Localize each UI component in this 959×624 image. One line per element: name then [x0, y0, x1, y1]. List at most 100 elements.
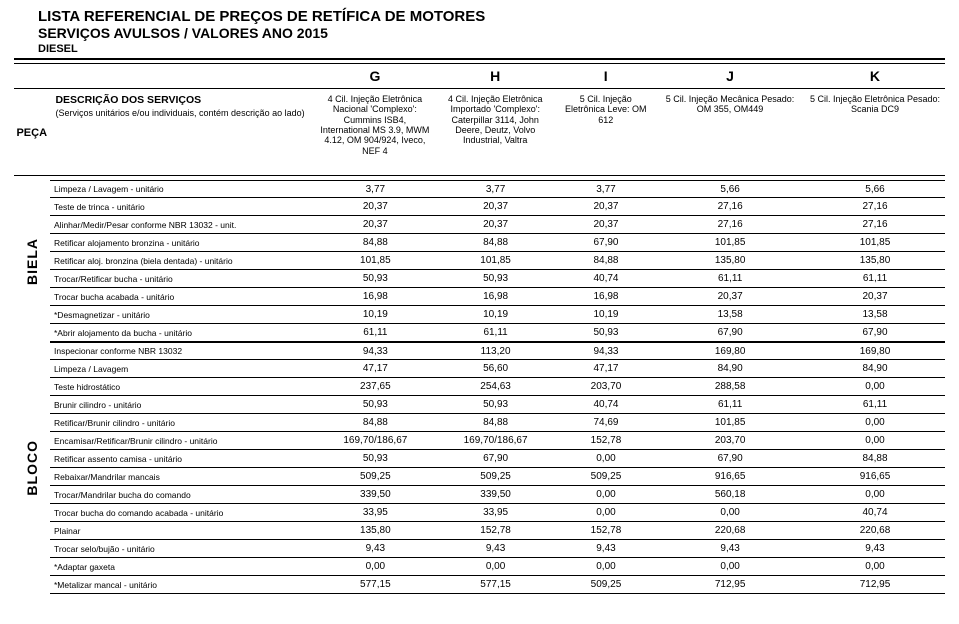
cell-desc: Retificar assento camisa - unitário	[50, 454, 316, 464]
cell-h: 577,15	[434, 579, 556, 590]
cell-j: 84,90	[655, 363, 805, 374]
cell-h: 113,20	[434, 346, 556, 357]
header-desc-block: DESCRIÇÃO DOS SERVIÇOS (Serviços unitári…	[49, 90, 315, 175]
cell-k: 169,80	[805, 346, 945, 357]
cell-desc: Trocar bucha acabada - unitário	[50, 292, 316, 302]
table-row: Trocar bucha do comando acabada - unitár…	[50, 504, 945, 522]
cell-h: 50,93	[434, 399, 556, 410]
cell-j: 288,58	[655, 381, 805, 392]
cell-g: 577,15	[316, 579, 434, 590]
cell-h: 67,90	[434, 453, 556, 464]
cell-g: 135,80	[316, 525, 434, 536]
page: LISTA REFERENCIAL DE PREÇOS DE RETÍFICA …	[0, 0, 959, 602]
cell-h: 50,93	[434, 273, 556, 284]
cell-j: 5,66	[655, 184, 805, 195]
cell-k: 0,00	[805, 435, 945, 446]
cell-h: 339,50	[434, 489, 556, 500]
table-row: *Metalizar mancal - unitário577,15577,15…	[50, 576, 945, 594]
header-desc-title: DESCRIÇÃO DOS SERVIÇOS	[55, 94, 309, 106]
table-row: Retificar/Brunir cilindro - unitário84,8…	[50, 414, 945, 432]
header-peca-label: PEÇA	[14, 90, 49, 175]
cell-j: 220,68	[655, 525, 805, 536]
cell-desc: Alinhar/Medir/Pesar conforme NBR 13032 -…	[50, 220, 316, 230]
cell-g: 61,11	[316, 327, 434, 338]
cell-i: 40,74	[557, 399, 656, 410]
cell-j: 67,90	[655, 453, 805, 464]
cell-j: 27,16	[655, 201, 805, 212]
group-label-text: BLOCO	[24, 440, 40, 496]
cell-g: 20,37	[316, 201, 434, 212]
cell-i: 74,69	[557, 417, 656, 428]
cell-g: 0,00	[316, 561, 434, 572]
group-label-bloco: BLOCO	[14, 342, 50, 594]
table-row: Teste de trinca - unitário20,3720,3720,3…	[50, 198, 945, 216]
cell-desc: Trocar selo/bujão - unitário	[50, 544, 316, 554]
cell-k: 84,90	[805, 363, 945, 374]
cell-i: 0,00	[557, 489, 656, 500]
bloco-grid: Inspecionar conforme NBR 1303294,33113,2…	[50, 342, 945, 594]
cell-desc: Encamisar/Retificar/Brunir cilindro - un…	[50, 436, 316, 446]
header-col-h: 4 Cil. Injeção Eletrônica Importado 'Com…	[434, 90, 556, 175]
cell-desc: Rebaixar/Mandrilar mancais	[50, 472, 316, 482]
table-row: Teste hidrostático237,65254,63203,70288,…	[50, 378, 945, 396]
header-col-j: 5 Cil. Injeção Mecânica Pesado: OM 355, …	[655, 90, 805, 175]
cell-k: 13,58	[805, 309, 945, 320]
cell-h: 254,63	[434, 381, 556, 392]
cell-desc: *Adaptar gaxeta	[50, 562, 316, 572]
cell-desc: Trocar bucha do comando acabada - unitár…	[50, 508, 316, 518]
cell-i: 0,00	[557, 561, 656, 572]
title-line-1: LISTA REFERENCIAL DE PREÇOS DE RETÍFICA …	[38, 8, 945, 25]
cell-g: 3,77	[316, 184, 434, 195]
cell-i: 47,17	[557, 363, 656, 374]
group-label-text: BIELA	[24, 238, 40, 285]
cell-g: 509,25	[316, 471, 434, 482]
cell-j: 0,00	[655, 507, 805, 518]
col-letter-i: I	[556, 64, 655, 88]
cell-j: 169,80	[655, 346, 805, 357]
biela-grid: Limpeza / Lavagem - unitário3,773,773,77…	[50, 180, 945, 342]
cell-j: 101,85	[655, 417, 805, 428]
cell-desc: *Metalizar mancal - unitário	[50, 580, 316, 590]
title-block: LISTA REFERENCIAL DE PREÇOS DE RETÍFICA …	[38, 8, 945, 55]
column-letter-row: G H I J K	[14, 63, 945, 89]
header-peca-spacer	[14, 64, 49, 88]
header-col-i: 5 Cil. Injeção Eletrônica Leve: OM 612	[556, 90, 655, 175]
cell-g: 101,85	[316, 255, 434, 266]
cell-desc: Trocar/Retificar bucha - unitário	[50, 274, 316, 284]
cell-i: 10,19	[557, 309, 656, 320]
cell-k: 0,00	[805, 561, 945, 572]
cell-h: 33,95	[434, 507, 556, 518]
header-col-k: 5 Cil. Injeção Eletrônica Pesado: Scania…	[805, 90, 945, 175]
cell-j: 9,43	[655, 543, 805, 554]
cell-j: 13,58	[655, 309, 805, 320]
cell-g: 50,93	[316, 453, 434, 464]
table-row: Retificar assento camisa - unitário50,93…	[50, 450, 945, 468]
cell-i: 40,74	[557, 273, 656, 284]
divider	[14, 59, 945, 60]
cell-i: 94,33	[557, 346, 656, 357]
header-desc-spacer	[49, 64, 315, 88]
cell-k: 0,00	[805, 417, 945, 428]
cell-h: 16,98	[434, 291, 556, 302]
cell-h: 61,11	[434, 327, 556, 338]
cell-desc: Teste de trinca - unitário	[50, 202, 316, 212]
cell-h: 20,37	[434, 219, 556, 230]
cell-g: 94,33	[316, 346, 434, 357]
cell-g: 16,98	[316, 291, 434, 302]
cell-desc: Brunir cilindro - unitário	[50, 400, 316, 410]
table-row: Limpeza / Lavagem47,1756,6047,1784,9084,…	[50, 360, 945, 378]
table-row: Plainar135,80152,78152,78220,68220,68	[50, 522, 945, 540]
cell-i: 203,70	[557, 381, 656, 392]
cell-k: 101,85	[805, 237, 945, 248]
cell-j: 67,90	[655, 327, 805, 338]
cell-j: 0,00	[655, 561, 805, 572]
cell-i: 84,88	[557, 255, 656, 266]
cell-g: 50,93	[316, 273, 434, 284]
cell-k: 0,00	[805, 489, 945, 500]
cell-k: 220,68	[805, 525, 945, 536]
cell-h: 0,00	[434, 561, 556, 572]
cell-k: 916,65	[805, 471, 945, 482]
cell-h: 169,70/186,67	[434, 435, 556, 446]
cell-h: 20,37	[434, 201, 556, 212]
cell-j: 916,65	[655, 471, 805, 482]
